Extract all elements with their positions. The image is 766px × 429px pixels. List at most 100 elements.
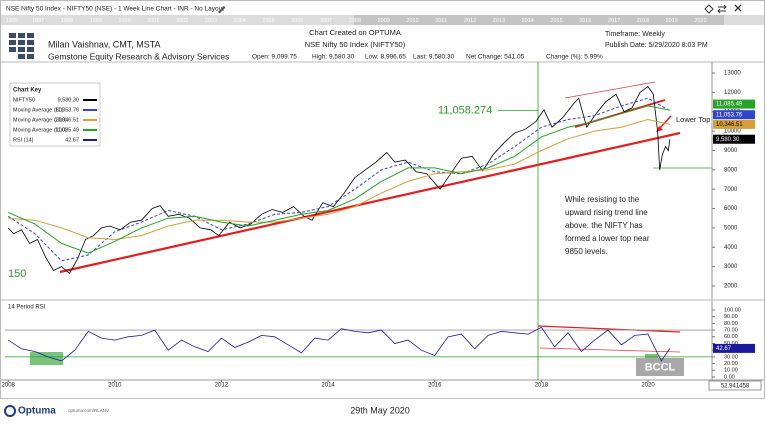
diamond-icon[interactable] [704, 4, 714, 14]
key-value: 9,580.30 [58, 97, 79, 103]
y-tick-label: 2000 [724, 284, 738, 290]
timeline-year: 2006 [291, 18, 303, 24]
edit-icon[interactable] [218, 6, 226, 14]
note-line: upward rising trend line [565, 208, 648, 217]
note-line: While resisting to the [565, 195, 640, 204]
x-tick-label: 2016 [428, 383, 442, 389]
chart-key [9, 82, 101, 147]
y-tick-label: 5000 [724, 225, 738, 231]
x-tick-label: 2012 [215, 383, 229, 389]
low: Low: 8,996.65 [365, 54, 406, 61]
key-name: Moving Average (100) [13, 127, 67, 133]
oversold-box [30, 352, 63, 365]
y-tick-label: 70.00 [724, 328, 738, 334]
timeline-year: 2012 [464, 18, 476, 24]
timeline-year: 1999 [90, 18, 102, 24]
series-line [7, 86, 671, 275]
net-change: Net Change: 541.05 [466, 54, 525, 61]
channel-line [564, 81, 656, 99]
note-line: 9850 levels. [565, 247, 608, 256]
last-value-label: 10,346.51 [716, 122, 743, 128]
change-pct: Change (%): 5.99% [546, 54, 603, 61]
timeline-year: 2005 [262, 18, 274, 24]
watermark-box [636, 358, 684, 376]
last-value-label: 42.67 [716, 346, 732, 352]
last-value-label: 9,580.30 [716, 137, 740, 143]
key-name: Moving Average (50) [13, 107, 64, 113]
series-line [7, 97, 671, 262]
close-icon[interactable] [734, 4, 742, 12]
high: High: 9,580.30 [312, 54, 355, 61]
logo [9, 33, 34, 59]
company: Gemstone Equity Research & Advisory Serv… [48, 51, 229, 61]
fib-label: 150 [8, 268, 26, 280]
y-tick-label: 80.00 [724, 321, 738, 327]
last-value-tag [713, 119, 755, 129]
toolbar-title: NSE Nifty 50 Index - NIFTY50 (NSE) - 1 W… [6, 6, 224, 13]
y-tick-label: 7000 [724, 187, 738, 193]
instrument: NSE Nifty 50 Index (NIFTY50) [305, 40, 406, 49]
author: Milan Vaishnav, CMT, MSTA [48, 39, 161, 49]
timeline-year: 2011 [435, 18, 447, 24]
brand: Optuma [18, 406, 56, 417]
timeline-year: 2009 [378, 18, 390, 24]
series-line [8, 105, 670, 254]
timeframe: Timeframe: Weekly [605, 31, 665, 38]
y-tick-label: 20.00 [724, 361, 738, 367]
timeline-year: 2018 [637, 18, 649, 24]
timeline-year: 2007 [320, 18, 332, 24]
open: Open: 9,099.75 [252, 54, 297, 61]
timeline-year: 2015 [550, 18, 562, 24]
note-line: above. the NIFTY has [565, 221, 643, 230]
chart-key-title: Chart Key [13, 88, 42, 94]
y-tick-label: 100.00 [724, 307, 741, 313]
timeline-year: 1995 [6, 18, 18, 24]
rsi-trend-line [537, 325, 681, 333]
series-line [7, 326, 671, 362]
key-value: 42.67 [65, 137, 79, 143]
brand-logo [4, 405, 16, 417]
created: Chart Created on OPTUMA [309, 28, 401, 37]
x-tick-label: 2018 [535, 383, 549, 389]
timeline-window[interactable] [354, 15, 724, 25]
watermark: BCCL [645, 361, 676, 373]
timeline-year: 2016 [579, 18, 591, 24]
y-tick-label: 12000 [724, 90, 741, 96]
arrow [658, 115, 672, 130]
timeline-year: 2020 [694, 18, 706, 24]
y-tick-label: 4000 [724, 245, 738, 251]
trend-line [59, 131, 681, 274]
x-tick-label: 2008 [2, 383, 16, 389]
x-tick-label: 2014 [321, 383, 335, 389]
last: Last: 9,580.30 [413, 54, 455, 61]
note-line: formed a lower top near [565, 234, 650, 243]
y-tick-label: 13000 [724, 71, 741, 77]
level-label: 11,058.274 [438, 105, 492, 117]
last-value-tag [713, 134, 755, 144]
y-tick-label: 30.00 [724, 354, 738, 360]
last-value-tag [713, 99, 755, 109]
key-value: 11,085.49 [55, 127, 79, 133]
cursor-readout: 52.941458 [721, 384, 750, 390]
last-value-tag [713, 343, 755, 353]
timeline-year: 2013 [493, 18, 505, 24]
timeline-year: 2002 [176, 18, 188, 24]
x-tick-label: 2020 [641, 383, 655, 389]
timeline-year: 2003 [205, 18, 217, 24]
swap-icon[interactable] [717, 4, 727, 14]
timeline-year: 2000 [118, 18, 130, 24]
cursor-box [708, 380, 762, 391]
y-tick-label: 0.00 [724, 374, 735, 380]
key-name: RSI (14) [13, 137, 34, 143]
last-value-tag [713, 110, 755, 120]
y-tick-label: 8000 [724, 167, 738, 173]
x-tick-label: 2010 [108, 383, 122, 389]
last-value-label: 11,085.49 [716, 102, 743, 108]
publish-date: Publish Date: 5/29/2020 8:03 PM [605, 42, 708, 49]
y-tick-label: 9000 [724, 148, 738, 154]
y-tick-label: 90.00 [724, 314, 738, 320]
y-tick-label: 3000 [724, 264, 738, 270]
key-name: NIFTY50 [13, 97, 35, 103]
key-value: 11,053.76 [55, 107, 79, 113]
